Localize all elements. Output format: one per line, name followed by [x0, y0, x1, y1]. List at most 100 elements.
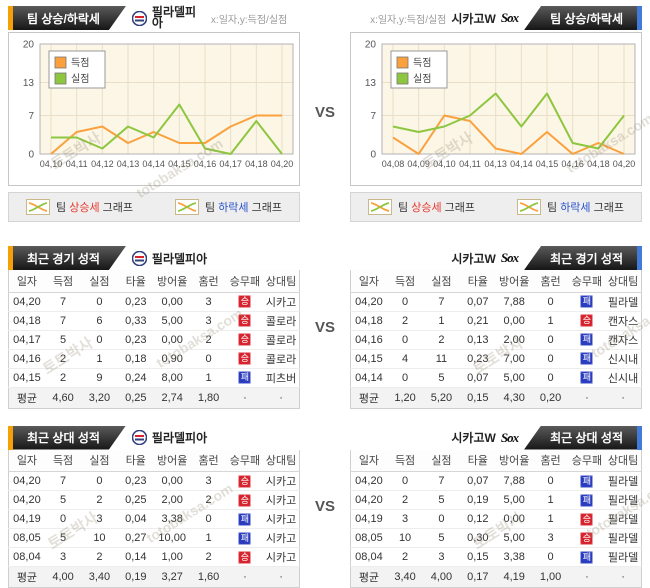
- column-header: 득점: [386, 449, 424, 472]
- win-badge: 승: [580, 531, 594, 545]
- column-header: 일자: [8, 270, 45, 293]
- rise-graph-button[interactable]: 팀 상승세 그래프: [368, 199, 475, 215]
- recent-stats-section: 최근 경기 성적 필라델피아 일자 득점 실점 타율 방어율 홈런 승무패 상대팀 04,20 7…: [8, 246, 642, 409]
- table-row: 04,20 2 5 0,19 5,00 1 패 필라델: [350, 490, 642, 510]
- recent-stats-table-left: 일자 득점 실점 타율 방어율 홈런 승무패 상대팀 04,20 7 0 0,23 0,00 3 승 시카고 0…: [8, 270, 300, 409]
- h2h-panel-right: 시카고W S̷ox 최근 상대 성적 일자 득점 실점 타율 방어율 홈런 승무패 상대팀 04…: [350, 425, 642, 588]
- trend-panel-left: 팀 상승/하락세 필라델피아 x:일자,y:득점/실점 04,10 04,11 04…: [8, 6, 300, 222]
- loss-badge: 패: [580, 333, 594, 346]
- average-row: 평균 1,20 5,20 0,15 4,30 0,20 · ·: [350, 387, 642, 408]
- vs-label: VS: [314, 318, 335, 336]
- column-header: 실점: [423, 449, 460, 472]
- table-row: 08,04 2 3 0,15 3,38 0 패 필라델: [350, 547, 642, 567]
- team-info: 시카고W S̷ox: [350, 426, 524, 450]
- column-header: 홈런: [532, 270, 569, 293]
- win-badge: 승: [580, 512, 594, 526]
- column-header: 득점: [44, 449, 82, 472]
- column-header: 방어율: [496, 449, 533, 472]
- team-info: 필라델피아: [126, 246, 300, 270]
- loss-badge: 패: [238, 371, 252, 384]
- table-row: 04,19 0 3 0,04 3,38 0 패 시카고: [8, 509, 300, 529]
- recent-stats-table-right: 일자 득점 실점 타율 방어율 홈런 승무패 상대팀 04,20 0 7 0,07 7,88 0 패 필라델 0…: [350, 270, 642, 409]
- phillies-logo-icon: [131, 250, 147, 266]
- section-tab: 최근 상대 성적: [13, 426, 126, 450]
- trend-section: 팀 상승/하락세 필라델피아 x:일자,y:득점/실점 04,10 04,11 04…: [8, 6, 642, 222]
- svg-text:04,11: 04,11: [459, 159, 481, 169]
- column-header: 방어율: [496, 270, 533, 293]
- svg-text:04,08: 04,08: [382, 159, 405, 169]
- column-header: 득점: [386, 270, 424, 293]
- rise-graph-button[interactable]: 팀 상승세 그래프: [26, 199, 133, 215]
- svg-text:실점: 실점: [71, 73, 89, 85]
- section-tab-label: 최근 상대 성적: [27, 431, 100, 445]
- crossing-lines-icon: [26, 199, 51, 215]
- fall-graph-button[interactable]: 팀 하락세 그래프: [517, 199, 624, 215]
- table-row: 04,15 4 11 0,23 7,00 0 패 신시내: [350, 349, 642, 369]
- table-row: 04,18 2 1 0,21 0,00 1 승 캔자스: [350, 311, 642, 331]
- table-row: 04,17 5 0 0,23 0,00 2 승 콜로라: [8, 330, 300, 350]
- accent-bar-blue: [637, 425, 642, 450]
- loss-badge: 패: [580, 352, 594, 365]
- h2h-header-right: 시카고W S̷ox 최근 상대 성적: [350, 425, 642, 450]
- team-name: 필라델피아: [151, 5, 197, 30]
- table-row: 08,05 10 5 0,30 5,00 3 승 필라델: [350, 528, 642, 548]
- loss-badge: 패: [580, 493, 594, 507]
- section-tab-label: 최근 상대 성적: [550, 431, 623, 445]
- column-header: 상대팀: [605, 270, 642, 293]
- svg-text:실점: 실점: [413, 73, 431, 85]
- column-header: 일자: [8, 449, 45, 472]
- axis-hint: x:일자,y:득점/실점: [370, 14, 447, 26]
- svg-text:0: 0: [28, 150, 34, 161]
- team-name: 시카고W: [451, 431, 496, 445]
- column-header: 방어율: [154, 449, 191, 472]
- whitesox-logo-icon: S̷ox: [500, 10, 519, 25]
- whitesox-logo-icon: S̷ox: [500, 250, 519, 265]
- graph-legend-strip: 팀 상승세 그래프 팀 하락세 그래프: [8, 192, 300, 222]
- column-header: 홈런: [532, 449, 569, 472]
- button-label: 팀 하락세 그래프: [547, 202, 624, 214]
- svg-text:7: 7: [28, 111, 34, 122]
- crossing-lines-icon: [368, 199, 393, 215]
- win-badge: 승: [238, 295, 252, 308]
- column-header: 타율: [459, 449, 496, 472]
- recent-header-left: 최근 경기 성적 필라델피아: [8, 246, 300, 270]
- column-header: 타율: [117, 270, 154, 293]
- team-name: 필라델피아: [151, 251, 208, 266]
- team-name: 필라델피아: [151, 431, 208, 445]
- column-header: 상대팀: [605, 449, 642, 472]
- trend-chart-right: 04,08 04,09 04,10 04,11 04,13 04,14 04,15 04,16…: [350, 32, 642, 186]
- trend-panel-right: x:일자,y:득점/실점 시카고W S̷ox 팀 상승/하락세 04,08 04,…: [350, 6, 642, 222]
- svg-text:13: 13: [23, 78, 35, 89]
- vs-label: VS: [314, 498, 335, 516]
- svg-text:04,17: 04,17: [219, 159, 242, 169]
- loss-badge: 패: [580, 295, 594, 308]
- svg-text:20: 20: [23, 40, 35, 51]
- phillies-logo-icon: [131, 430, 147, 445]
- svg-text:04,20: 04,20: [613, 159, 636, 169]
- recent-panel-right: 시카고W S̷ox 최근 경기 성적 일자 득점 실점 타율 방어율 홈런 승무패 상대팀 04…: [350, 246, 642, 409]
- accent-bar-orange: [8, 6, 13, 30]
- h2h-panel-left: 최근 상대 성적 필라델피아 일자 득점 실점 타율 방어율 홈런 승무패 상대팀 04,20 7…: [8, 425, 300, 588]
- svg-text:04,10: 04,10: [40, 159, 63, 169]
- average-row: 평균 3,40 4,00 0,17 4,19 1,00 · ·: [350, 566, 642, 588]
- vs-label: VS: [314, 104, 335, 121]
- loss-badge: 패: [580, 474, 594, 488]
- svg-text:04,16: 04,16: [561, 159, 584, 169]
- section-tab: 최근 상대 성적: [524, 425, 637, 450]
- section-tab: 팀 상승/하락세: [524, 6, 637, 30]
- fall-graph-button[interactable]: 팀 하락세 그래프: [175, 199, 282, 215]
- section-tab-label: 팀 상승/하락세: [27, 11, 100, 26]
- column-header: 실점: [81, 270, 118, 293]
- table-row: 04,15 2 9 0,24 8,00 1 패 피츠버: [8, 368, 300, 388]
- team-info: 필라델피아 x:일자,y:득점/실점: [126, 6, 300, 30]
- column-header: 일자: [350, 270, 387, 293]
- win-badge: 승: [238, 474, 252, 488]
- table-row: 04,16 2 1 0,18 0,90 0 승 콜로라: [8, 349, 300, 369]
- column-header: 타율: [117, 449, 154, 472]
- svg-text:04,18: 04,18: [587, 159, 610, 169]
- team-name: 시카고W: [451, 11, 496, 26]
- axis-hint: x:일자,y:득점/실점: [210, 14, 288, 26]
- crossing-lines-icon: [517, 199, 541, 215]
- vs-separator: VS: [300, 426, 350, 588]
